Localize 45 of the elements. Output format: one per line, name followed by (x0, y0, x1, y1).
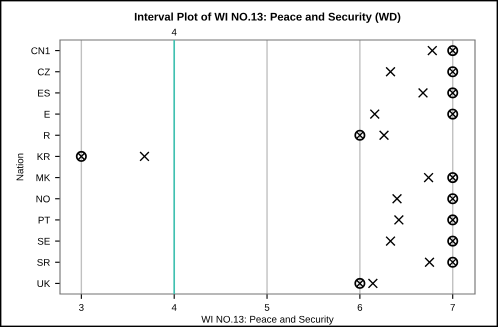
point (368, 278, 378, 289)
y-tick-label: KR (38, 153, 50, 160)
point (447, 172, 458, 184)
y-tick-label: ES (38, 90, 50, 97)
y-tick-label: CN1 (31, 47, 50, 54)
y-tick-label: SE (38, 238, 50, 245)
point (447, 87, 458, 98)
point (378, 130, 390, 140)
point (424, 257, 435, 268)
x-tick-label: 7 (450, 304, 455, 311)
point (447, 214, 458, 226)
point (447, 66, 458, 78)
point (427, 45, 438, 56)
point (394, 214, 404, 226)
x-axis-title: WI NO.13: Peace and Security (201, 316, 334, 325)
point (385, 66, 396, 77)
point (447, 193, 458, 204)
point (447, 45, 458, 56)
y-axis-title: Nation (16, 154, 24, 180)
x-tick-label: 6 (358, 304, 362, 311)
point (139, 151, 150, 162)
point (447, 256, 458, 268)
x-tick-label: 3 (79, 304, 84, 311)
y-tick-label: CZ (38, 68, 50, 76)
point (76, 150, 87, 162)
point (447, 236, 458, 247)
y-tick-label: SR (37, 258, 50, 266)
point (385, 236, 396, 246)
y-tick-label: PT (38, 216, 50, 224)
y-tick-label: NO (36, 195, 50, 202)
x-tick-label: 4 (172, 304, 177, 311)
point (354, 278, 366, 289)
point (370, 108, 380, 120)
point (392, 194, 402, 204)
chart-title: Interval Plot of WI NO.13: Peace and Security (WD) (134, 12, 400, 23)
x-tick-label: 5 (264, 304, 270, 311)
y-tick-label: MK (36, 174, 50, 182)
point (418, 88, 428, 98)
y-tick-label: UK (38, 280, 50, 288)
point (354, 130, 366, 141)
ref-line-label: 4 (172, 28, 177, 36)
point (423, 172, 434, 183)
y-tick-label: R (44, 132, 50, 139)
point (447, 108, 458, 120)
y-tick-label: E (44, 110, 50, 118)
